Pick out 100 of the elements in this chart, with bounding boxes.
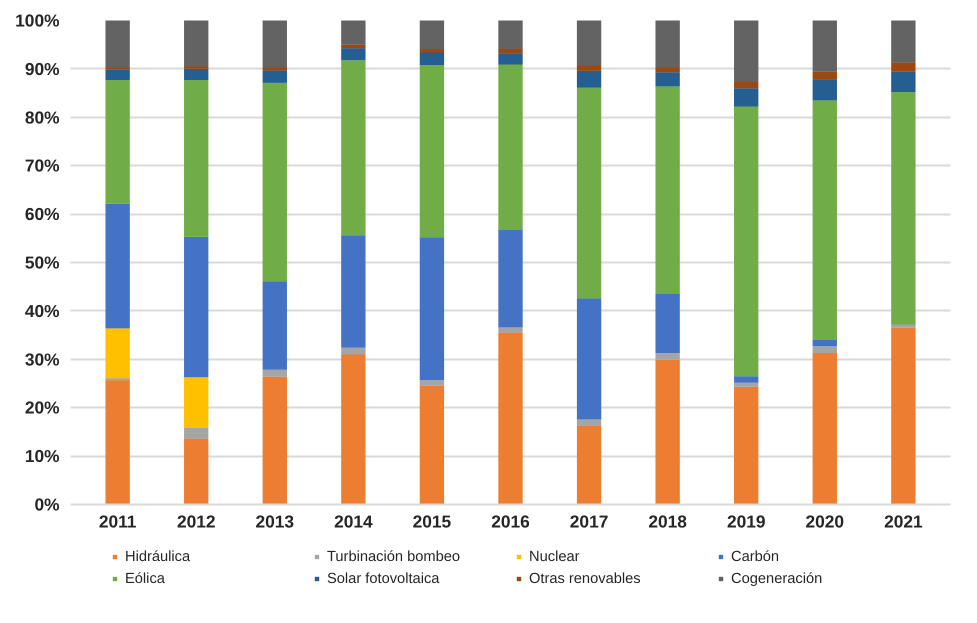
bar: [184, 20, 208, 66]
y-tick-label: 90%: [24, 58, 60, 79]
bar: [105, 70, 130, 80]
bar: [891, 328, 916, 504]
bar: [105, 20, 130, 68]
bar: [420, 49, 444, 52]
bar: [891, 324, 916, 328]
bar: [734, 88, 758, 107]
x-tick-label: 2017: [570, 512, 608, 532]
bar: [105, 80, 130, 204]
bar: [184, 236, 208, 378]
x-tick-label: 2011: [98, 512, 137, 532]
bar: [655, 67, 680, 72]
x-tick-label: 2012: [176, 512, 216, 532]
bar: [812, 72, 837, 80]
bar: [576, 88, 602, 298]
bar: [498, 49, 523, 54]
bar: [576, 70, 602, 88]
bar: [262, 70, 287, 83]
bar: [498, 20, 523, 50]
x-tick-label: 2020: [806, 512, 844, 532]
x-tick-label: 2018: [648, 512, 688, 532]
bar: [655, 20, 680, 68]
y-tick-label: 0%: [34, 494, 60, 514]
bar: [341, 20, 366, 45]
y-tick-label: 10%: [24, 446, 60, 466]
legend-label: Nuclear: [529, 548, 581, 564]
bar: [498, 230, 523, 328]
bar: [812, 20, 837, 72]
y-tick-label: 50%: [24, 252, 60, 272]
bar: [184, 428, 208, 439]
bar: [105, 204, 130, 328]
bar: [420, 65, 444, 238]
x-tick-label: 2013: [256, 512, 294, 532]
bar: [891, 20, 916, 63]
bar: [184, 66, 208, 69]
bar: [498, 327, 523, 333]
bar: [812, 346, 837, 354]
bar: [812, 340, 837, 346]
bar: [184, 438, 208, 504]
bar: [576, 426, 602, 504]
bar: [341, 60, 366, 236]
bar: [576, 419, 602, 426]
bar: [341, 348, 366, 354]
bar: [655, 360, 680, 504]
bar: [341, 235, 366, 348]
bar: [262, 281, 287, 370]
x-tick-label: 2015: [412, 512, 452, 532]
bar: [812, 100, 837, 340]
bar: [498, 332, 523, 504]
bar: [734, 376, 758, 383]
y-tick-label: 70%: [24, 156, 60, 176]
bar: [184, 68, 208, 80]
y-tick-label: 80%: [24, 107, 60, 128]
x-tick-label: 2014: [334, 512, 373, 532]
bar: [891, 72, 916, 92]
bar: [576, 20, 602, 66]
bar: [655, 353, 680, 360]
y-tick-label: 100%: [15, 10, 60, 30]
legend-label: Turbinación bombeo: [327, 548, 462, 564]
bar: [262, 67, 287, 70]
bar: [105, 67, 130, 70]
bar: [891, 62, 916, 72]
bar: [734, 386, 758, 504]
bar: [420, 20, 444, 50]
y-tick-label: 30%: [24, 349, 60, 370]
legend-label: Carbón: [731, 548, 780, 564]
bar: [734, 106, 758, 376]
bar: [420, 380, 444, 386]
legend-label: Hidráulica: [125, 548, 192, 564]
legend-label: Cogeneración: [731, 570, 824, 586]
bar: [498, 64, 523, 230]
bar: [420, 52, 444, 66]
bar: [420, 237, 444, 380]
bar: [341, 48, 366, 60]
x-tick-label: 2021: [884, 512, 923, 532]
bar: [341, 44, 366, 48]
y-tick-label: 20%: [24, 398, 60, 418]
y-tick-label: 40%: [24, 300, 60, 321]
bar: [498, 53, 523, 65]
y-tick-label: 60%: [24, 204, 60, 224]
bar: [184, 377, 208, 428]
bar: [262, 376, 287, 504]
bar: [734, 20, 758, 82]
legend-label: Otras renovables: [529, 570, 642, 586]
bar: [184, 80, 208, 237]
bar: [105, 328, 130, 378]
bar: [734, 382, 758, 387]
bar: [105, 380, 130, 504]
bar: [655, 86, 680, 294]
bar: [655, 294, 680, 354]
legend-label: Solar fotovoltaica: [327, 570, 440, 586]
bar: [655, 72, 680, 86]
bar: [812, 79, 837, 100]
bar: [812, 353, 837, 504]
bar: [262, 82, 287, 282]
bar: [341, 354, 366, 504]
bar: [576, 66, 602, 71]
bar: [891, 92, 916, 324]
legend-label: Eólica: [125, 570, 166, 586]
